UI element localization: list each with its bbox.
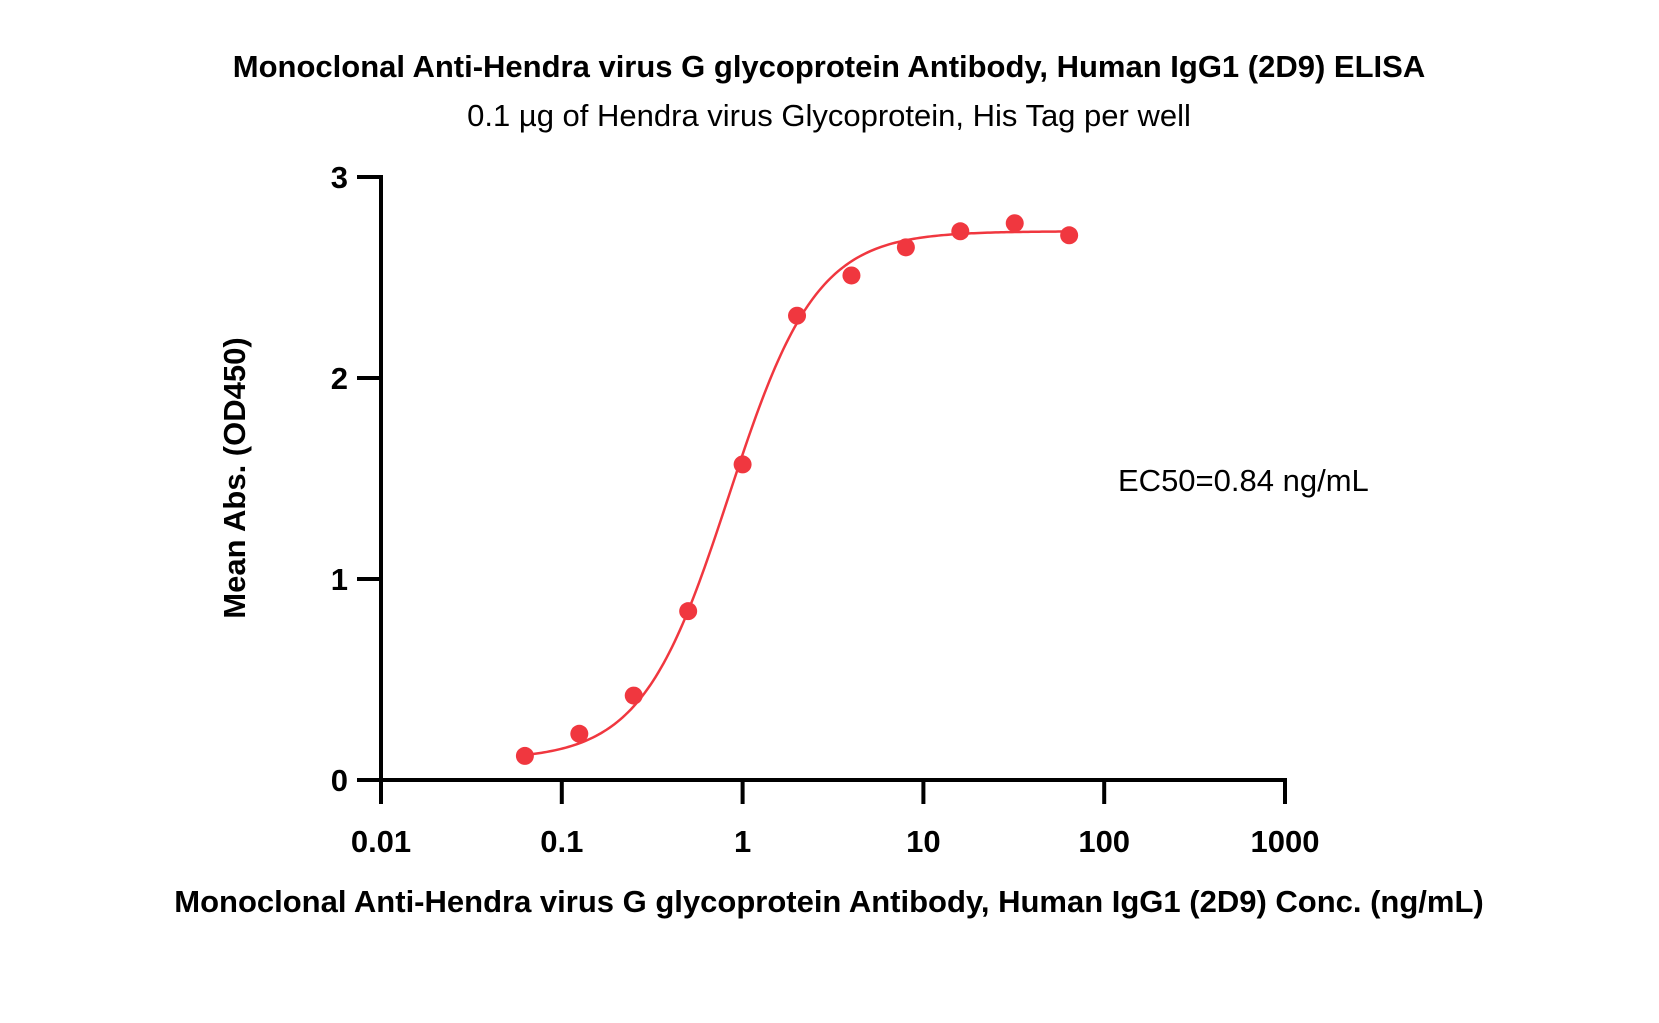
axes: 0.01 0.1 1 10 100 1000 0 1 2 3 <box>331 160 1320 859</box>
x-tick-label: 1 <box>734 824 751 859</box>
x-tick-label: 100 <box>1078 824 1130 859</box>
data-point <box>570 724 589 743</box>
data-point <box>951 222 970 241</box>
chart-subtitle: 0.1 µg of Hendra virus Glycoprotein, His… <box>467 98 1191 133</box>
data-point <box>788 306 807 325</box>
y-tick-label: 2 <box>331 361 348 396</box>
ec50-annotation: EC50=0.84 ng/mL <box>1118 463 1369 498</box>
x-tick-label: 0.01 <box>351 824 411 859</box>
data-point <box>679 602 698 621</box>
y-tick-label: 0 <box>331 763 348 798</box>
data-point <box>733 455 752 474</box>
data-point <box>624 686 643 705</box>
data-point <box>1005 214 1024 233</box>
x-tick-label: 1000 <box>1251 824 1320 859</box>
y-axis-label: Mean Abs. (OD450) <box>217 337 252 618</box>
data-point <box>896 238 915 257</box>
y-tick-label: 1 <box>331 562 348 597</box>
x-tick-label: 10 <box>906 824 940 859</box>
data-points <box>515 214 1079 765</box>
x-tick-label: 0.1 <box>540 824 583 859</box>
data-point <box>1060 226 1079 245</box>
data-point <box>842 266 861 285</box>
data-point <box>515 746 534 765</box>
x-axis-label: Monoclonal Anti-Hendra virus G glycoprot… <box>174 884 1484 919</box>
chart-title: Monoclonal Anti-Hendra virus G glycoprot… <box>233 49 1425 84</box>
y-tick-label: 3 <box>331 160 348 195</box>
